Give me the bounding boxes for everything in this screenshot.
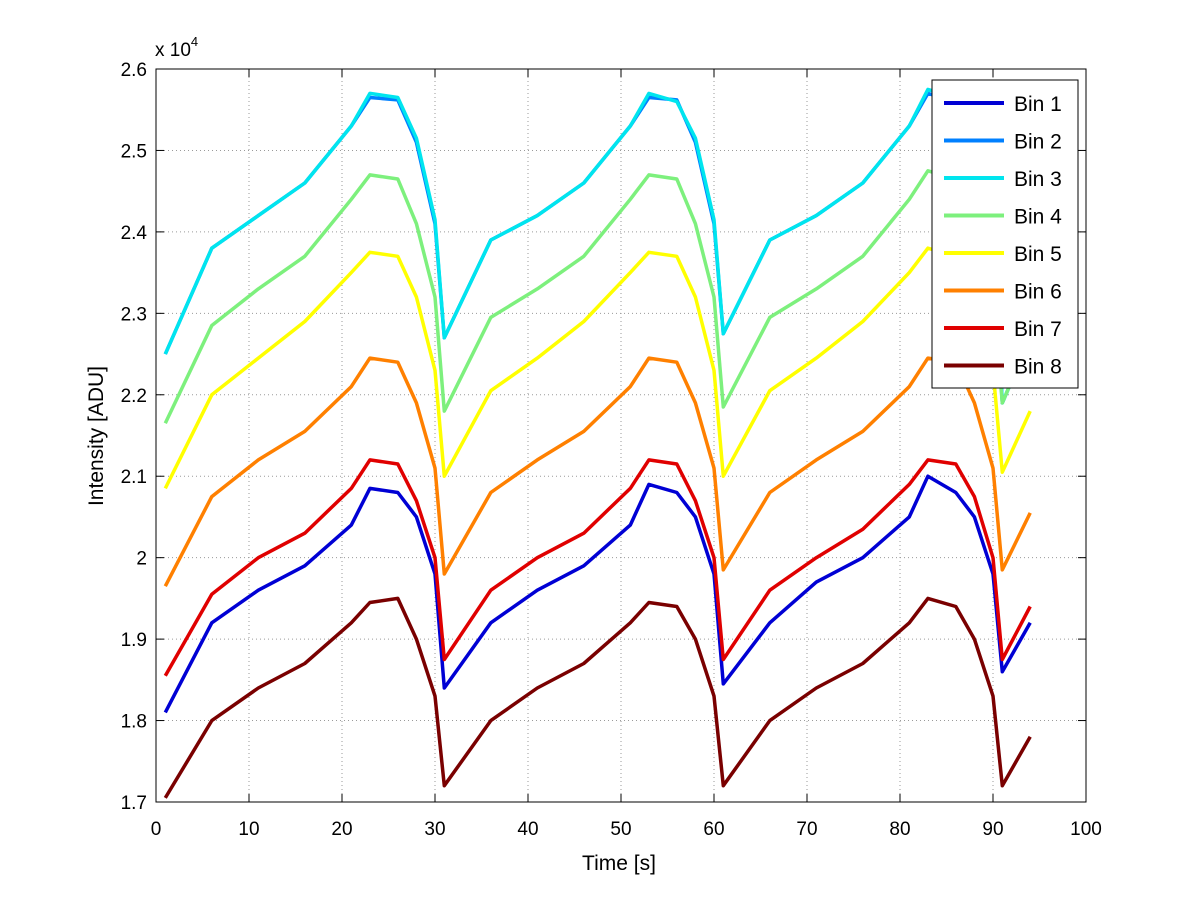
- legend-label: Bin 8: [1014, 356, 1062, 379]
- y-tick-label: 2.2: [121, 386, 147, 407]
- y-tick-label: 2.3: [121, 304, 147, 325]
- plot-series: [163, 87, 1032, 799]
- legend-label: Bin 2: [1014, 131, 1062, 154]
- x-tick-label: 20: [331, 819, 352, 840]
- axis-ticks: 0 10 20 30 40 50 60 70 80 90 100 1.7 1.8 1.9 2 2.1 2.2 2.…: [121, 60, 1102, 840]
- x-axis-label: Time [s]: [582, 852, 656, 875]
- y-tick-label: 1.9: [121, 630, 147, 651]
- series-line-bin-7: [163, 458, 1032, 677]
- legend-label: Bin 1: [1014, 93, 1062, 116]
- y-tick-label: 1.7: [121, 793, 147, 814]
- y-multiplier-label: x 104: [155, 34, 198, 61]
- x-tick-label: 10: [238, 819, 259, 840]
- x-tick-label: 100: [1070, 819, 1102, 840]
- x-tick-label: 70: [796, 819, 817, 840]
- y-tick-label: 2.6: [121, 60, 147, 81]
- y-tick-label: 2.1: [121, 467, 147, 488]
- legend-label: Bin 4: [1014, 206, 1062, 229]
- series-line-bin-1: [163, 474, 1032, 714]
- series-line-bin-3: [163, 87, 1032, 405]
- x-tick-label: 60: [703, 819, 724, 840]
- x-tick-label: 40: [517, 819, 538, 840]
- legend-label: Bin 6: [1014, 281, 1062, 304]
- legend-label: Bin 7: [1014, 318, 1062, 341]
- y-tick-label: 1.8: [121, 712, 147, 733]
- x-tick-label: 30: [424, 819, 445, 840]
- y-multiplier-base: x 10: [155, 40, 191, 61]
- series-line-bin-8: [163, 596, 1032, 799]
- y-tick-label: 2.5: [121, 141, 147, 162]
- legend: Bin 1 Bin 2 Bin 3 Bin 4 Bin 5 Bin 6 Bin 7 Bin 8: [931, 79, 1079, 389]
- x-tick-label: 90: [982, 819, 1003, 840]
- x-tick-label: 80: [889, 819, 910, 840]
- x-tick-label: 0: [151, 819, 162, 840]
- series-line-bin-5: [163, 246, 1032, 490]
- legend-box: [931, 79, 1079, 389]
- y-multiplier-exponent: 4: [191, 34, 198, 49]
- series-line-bin-2: [163, 91, 1032, 405]
- y-axis-label: Intensity [ADU]: [85, 366, 108, 506]
- y-tick-label: 2.4: [121, 223, 148, 244]
- y-tick-label: 2: [136, 549, 147, 570]
- legend-label: Bin 3: [1014, 168, 1062, 191]
- legend-label: Bin 5: [1014, 243, 1062, 266]
- x-tick-label: 50: [610, 819, 631, 840]
